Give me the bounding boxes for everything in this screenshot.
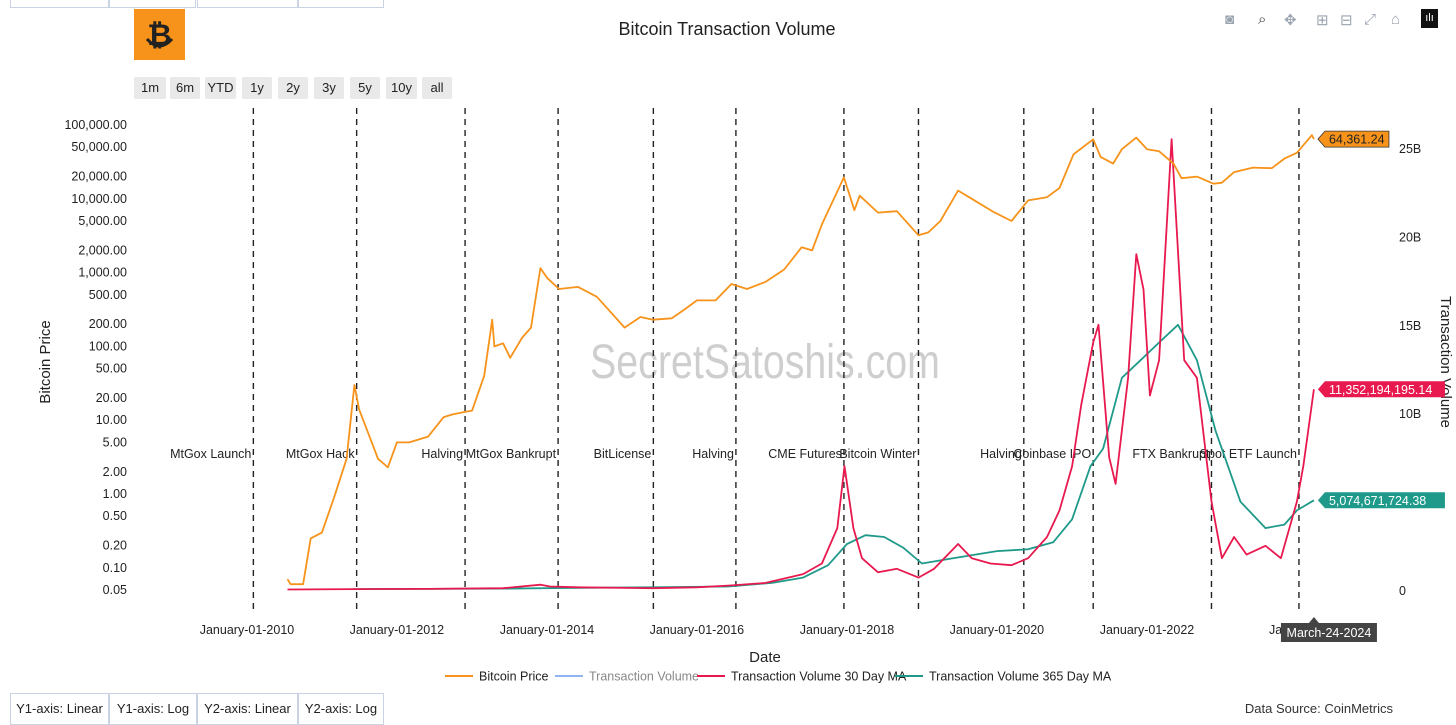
range-button-1m[interactable]: 1m xyxy=(134,77,166,99)
ma30-end-label-box xyxy=(1317,381,1445,398)
top-tab-stub[interactable] xyxy=(298,0,384,8)
watermark: SecretSatoshis.com xyxy=(590,335,940,389)
x-tick-label: January-01-2016 xyxy=(650,623,745,637)
top-tab-stub[interactable] xyxy=(197,0,298,8)
axis-button-4[interactable]: Y2-axis: Log xyxy=(298,693,384,725)
hover-date-box xyxy=(1280,617,1377,642)
x-tick-label-partial: Ja xyxy=(1269,623,1282,637)
bitcoin-logo: ₿ xyxy=(134,9,185,60)
event-label: FTX Bankrupt xyxy=(1132,447,1210,461)
top-tab-stub[interactable] xyxy=(109,0,196,8)
event-label: Bitcoin Winter xyxy=(839,447,916,461)
y2-tick-label: 15B xyxy=(1399,319,1421,333)
y-tick-label: 0.50 xyxy=(103,509,127,523)
zoom-in-icon[interactable]: ⊞ xyxy=(1316,12,1329,29)
y-tick-label: 1.00 xyxy=(103,487,127,501)
data-source-note: Data Source: CoinMetrics xyxy=(1244,701,1393,716)
zoom-icon[interactable]: ⌕ xyxy=(1258,11,1267,28)
y-tick-label: 10,000.00 xyxy=(71,192,127,206)
price-line xyxy=(286,134,1315,586)
chart-title: Bitcoin Transaction Volume xyxy=(618,19,835,39)
event-label: BitLicense xyxy=(594,447,652,461)
y-tick-label: 5.00 xyxy=(103,435,127,449)
range-button-1y[interactable]: 1y xyxy=(242,77,272,99)
ma30-line xyxy=(287,138,1315,591)
y-tick-label: 100.00 xyxy=(89,339,127,353)
x-tick-label: January-01-2022 xyxy=(1100,623,1195,637)
y-tick-label: 200.00 xyxy=(89,317,127,331)
hover-date-label: March-24-2024 xyxy=(1287,626,1372,640)
axis-button-1[interactable]: Y1-axis: Linear xyxy=(10,693,109,725)
y-tick-label: 20.00 xyxy=(96,391,127,405)
axis-button-2[interactable]: Y1-axis: Log xyxy=(109,693,197,725)
y-tick-label: 100,000.00 xyxy=(64,118,127,132)
ma30-end-label: 11,352,194,195.14 xyxy=(1329,383,1432,397)
y2-tick-label: 20B xyxy=(1399,230,1421,244)
range-button-2y[interactable]: 2y xyxy=(278,77,308,99)
y-tick-label: 10.00 xyxy=(96,413,127,427)
y-tick-label: 2,000.00 xyxy=(78,243,127,257)
event-label: CME Futures xyxy=(768,447,842,461)
y2-tick-label: 0 xyxy=(1399,584,1406,598)
ma365-end-label: 5,074,671,724.38 xyxy=(1329,494,1426,508)
y-tick-label: 50.00 xyxy=(96,362,127,376)
y2-tick-label: 10B xyxy=(1399,407,1421,421)
range-button-all[interactable]: all xyxy=(422,77,452,99)
event-label: MtGox Bankrupt xyxy=(466,447,557,461)
legend-item-label[interactable]: Transaction Volume 365 Day MA xyxy=(929,670,1112,684)
price-end-label: 64,361.24 xyxy=(1329,133,1385,147)
range-button-5y[interactable]: 5y xyxy=(350,77,380,99)
event-label: Halving xyxy=(980,447,1022,461)
event-label: MtGox Launch xyxy=(170,447,251,461)
y-tick-label: 500.00 xyxy=(89,288,127,302)
camera-icon[interactable]: ◙ xyxy=(1225,11,1235,28)
price-end-label-box xyxy=(1317,130,1390,148)
home-icon[interactable]: ⌂ xyxy=(1391,11,1401,28)
y-tick-label: 20,000.00 xyxy=(71,170,127,184)
autoscale-icon[interactable]: ⤢ xyxy=(1364,11,1377,28)
x-tick-label: January-01-2014 xyxy=(500,623,595,637)
x-axis-label: Date xyxy=(749,649,781,666)
event-label: Spot ETF Launch xyxy=(1200,447,1297,461)
top-tab-stub[interactable] xyxy=(10,0,109,8)
event-label: Coinbase IPO xyxy=(1013,447,1091,461)
x-tick-label: January-01-2020 xyxy=(950,623,1045,637)
legend-item-label[interactable]: Bitcoin Price xyxy=(479,670,549,684)
event-label: Halving xyxy=(692,447,734,461)
range-button-3y[interactable]: 3y xyxy=(314,77,344,99)
bitcoin-smile-icon: ₿ xyxy=(145,18,174,53)
y-tick-label: 0.20 xyxy=(103,539,127,553)
y-tick-label: 0.05 xyxy=(103,583,127,597)
y-tick-label: 5,000.00 xyxy=(78,214,127,228)
range-button-ytd[interactable]: YTD xyxy=(205,77,236,99)
x-tick-label: January-01-2012 xyxy=(350,623,445,637)
y-tick-label: 0.10 xyxy=(103,561,127,575)
ma365-end-label-box xyxy=(1317,492,1445,509)
y2-axis-label: Transaction Volume xyxy=(1437,296,1454,428)
range-button-10y[interactable]: 10y xyxy=(386,77,417,99)
pan-icon[interactable]: ✥ xyxy=(1284,12,1297,29)
event-label: MtGox Hack xyxy=(286,447,356,461)
y-tick-label: 50,000.00 xyxy=(71,140,127,154)
y-axis-label: Bitcoin Price xyxy=(37,320,54,403)
y2-tick-label: 25B xyxy=(1399,142,1421,156)
plotly-logo-icon[interactable]: ılı xyxy=(1421,9,1438,28)
event-label: Halving xyxy=(421,447,463,461)
zoom-out-icon[interactable]: ⊟ xyxy=(1340,12,1353,29)
x-tick-label: January-01-2010 xyxy=(200,623,295,637)
x-tick-label: January-01-2018 xyxy=(800,623,895,637)
range-button-6m[interactable]: 6m xyxy=(170,77,200,99)
legend-item-label[interactable]: Transaction Volume 30 Day MA xyxy=(731,670,907,684)
y-tick-label: 1,000.00 xyxy=(78,266,127,280)
axis-button-3[interactable]: Y2-axis: Linear xyxy=(197,693,298,725)
y-tick-label: 2.00 xyxy=(103,465,127,479)
legend-item-label[interactable]: Transaction Volume xyxy=(589,670,699,684)
